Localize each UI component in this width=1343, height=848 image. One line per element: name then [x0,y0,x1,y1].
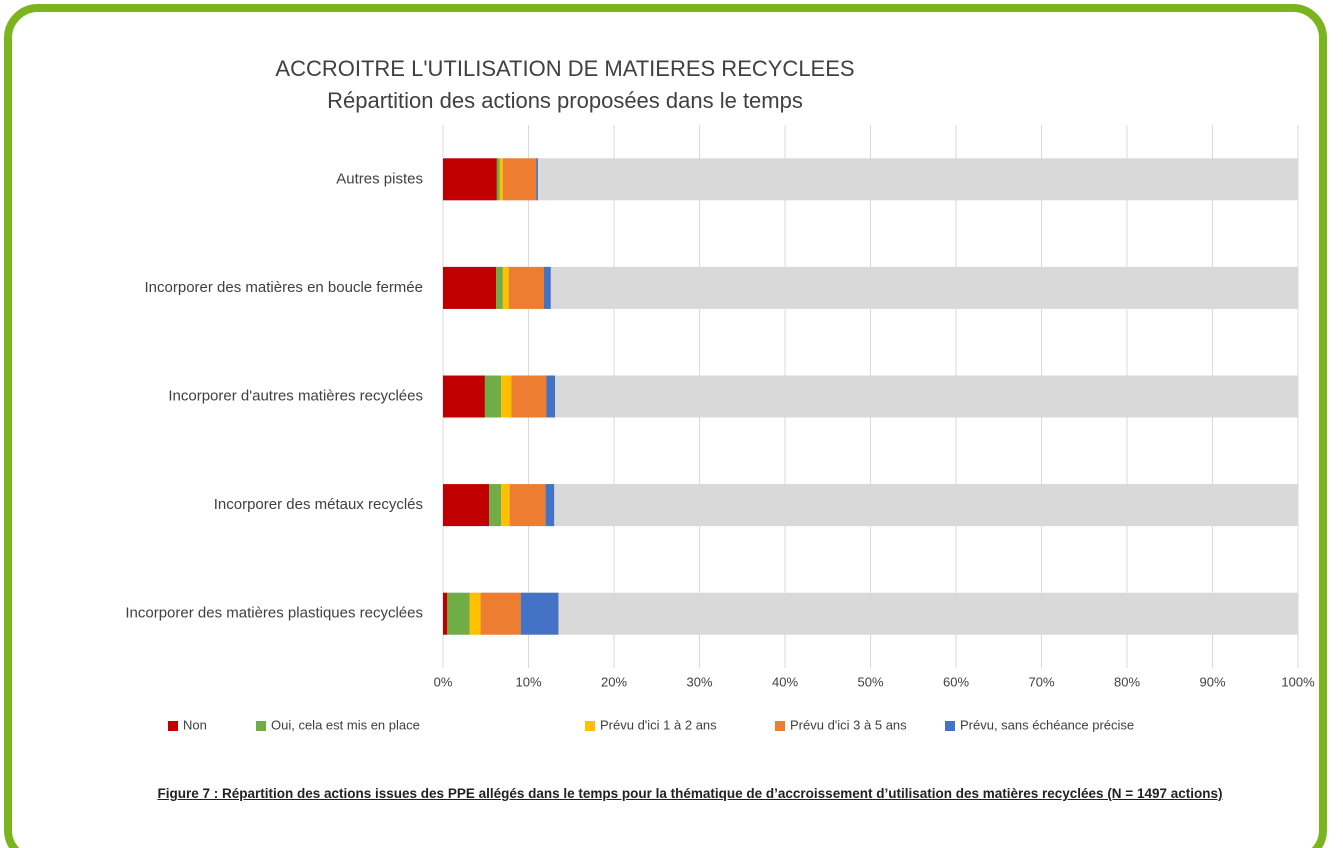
y-tick-label: Incorporer d'autres matières recyclées [168,387,423,404]
y-tick-label: Incorporer des matières plastiques recyc… [125,605,423,622]
bar-track [443,375,1298,418]
bar-segment [480,592,521,635]
bar-segment [536,158,538,201]
bar-segment [447,592,470,635]
legend-label: Prévu d'ici 1 à 2 ans [600,717,717,732]
legend-swatch [256,721,266,731]
bar-segment [545,484,555,527]
x-tick-label: 30% [686,674,712,689]
caption: Figure 7 : Répartition des actions issue… [157,786,1223,801]
bar-segment [502,158,537,201]
x-tick-label: 40% [772,674,798,689]
x-tick-label: 80% [1114,674,1140,689]
bar-segment [496,266,503,309]
bar-track [443,266,1298,309]
bar-segment [546,375,556,418]
bar-segment [508,266,544,309]
bar-segment [489,484,502,527]
bar-track [443,158,1298,201]
bar-segment [509,484,546,527]
x-tick-label: 100% [1281,674,1315,689]
bar-segment [520,592,559,635]
chart-subtitle: Répartition des actions proposées dans l… [327,88,803,113]
bar-segment [484,375,502,418]
bar-track [443,592,1298,635]
frame [4,4,1327,848]
bar-segment [511,375,547,418]
legend-label: Prévu, sans échéance précise [960,717,1134,732]
bar-segment [499,158,503,201]
bar-segment [543,266,551,309]
x-tick-label: 10% [515,674,541,689]
bar-segment [501,484,510,527]
x-tick-label: 70% [1028,674,1054,689]
y-tick-label: Incorporer des métaux recyclés [214,496,423,513]
x-tick-label: 60% [943,674,969,689]
x-tick-label: 20% [601,674,627,689]
chart-title: ACCROITRE L'UTILISATION DE MATIERES RECY… [275,56,854,81]
x-tick-label: 90% [1199,674,1225,689]
x-tick-label: 50% [857,674,883,689]
y-tick-label: Autres pistes [336,170,423,187]
bar-segment [501,375,512,418]
legend-swatch [945,721,955,731]
x-tick-label: 0% [434,674,453,689]
bar-segment [443,375,485,418]
legend-swatch [168,721,178,731]
y-tick-label: Incorporer des matières en boucle fermée [145,279,423,296]
bar-segment [496,158,500,201]
legend-label: Non [183,717,207,732]
bar-segment [443,158,497,201]
legend-swatch [775,721,785,731]
bar-segment [443,484,490,527]
bar-segment [443,266,497,309]
bar-segment [502,266,509,309]
legend-label: Prévu d'ici 3 à 5 ans [790,717,907,732]
legend-swatch [585,721,595,731]
bar-segment [443,592,448,635]
bar-track [443,484,1298,527]
bar-segment [469,592,481,635]
legend-label: Oui, cela est mis en place [271,717,420,732]
